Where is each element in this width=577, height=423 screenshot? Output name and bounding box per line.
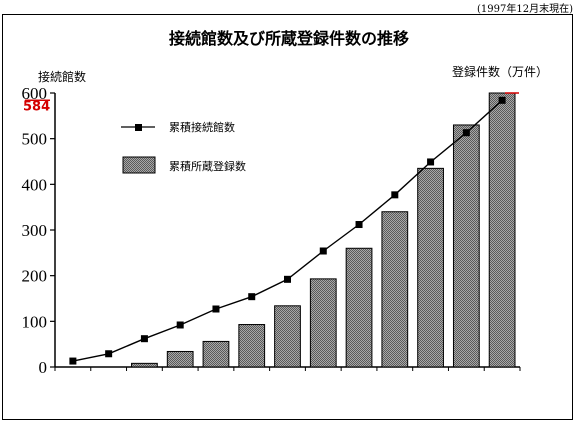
legend: 累積接続館数 累積所蔵登録数	[121, 120, 246, 174]
chart-title: 接続館数及び所蔵登録件数の推移	[169, 29, 409, 48]
legend-bar-swatch	[122, 156, 156, 174]
y-tick-label: 600	[22, 84, 48, 103]
line-point	[105, 350, 113, 358]
line-point	[391, 191, 399, 199]
line-point	[284, 275, 291, 283]
highlight-marker: 584	[23, 92, 519, 114]
line-point	[176, 321, 184, 329]
line-point	[355, 221, 363, 229]
legend-line-label: 累積接続館数	[169, 120, 235, 134]
right-axis-label: 登録件数（万件）	[452, 64, 548, 79]
y-tick-label: 0	[39, 358, 48, 377]
bar	[238, 324, 266, 368]
y-tick-label: 300	[22, 221, 48, 240]
bar	[274, 305, 301, 368]
y-tick-label: 100	[22, 312, 48, 331]
line-point	[140, 335, 148, 343]
date-note: (1997年12月末現在)	[477, 4, 573, 15]
line-point	[248, 293, 256, 301]
line-point	[498, 96, 506, 104]
chart-frame	[2, 14, 573, 420]
legend-line-marker	[135, 124, 142, 131]
y-tick-label: 200	[22, 267, 48, 286]
bar	[309, 278, 337, 368]
bar	[345, 247, 373, 368]
y-tick-label: 500	[22, 130, 48, 149]
line-series	[69, 96, 506, 365]
legend-bar-label: 累積所蔵登録数	[169, 159, 246, 173]
bar	[166, 350, 194, 368]
line-point	[212, 305, 220, 313]
bar	[202, 340, 230, 368]
bar	[381, 211, 409, 368]
line-point	[319, 247, 327, 255]
highlight-label: 584	[23, 99, 50, 114]
bar-series	[131, 92, 516, 368]
bar	[131, 362, 158, 368]
line-point	[462, 129, 470, 137]
left-axis-label: 接続館数	[38, 69, 86, 84]
y-tick-label: 400	[22, 175, 48, 194]
bar	[452, 124, 480, 368]
line-point	[427, 158, 435, 166]
bar	[417, 167, 444, 368]
axes: 0 100 200 300 400 500 600	[22, 84, 521, 377]
bar	[488, 92, 516, 368]
line-point	[69, 357, 77, 365]
